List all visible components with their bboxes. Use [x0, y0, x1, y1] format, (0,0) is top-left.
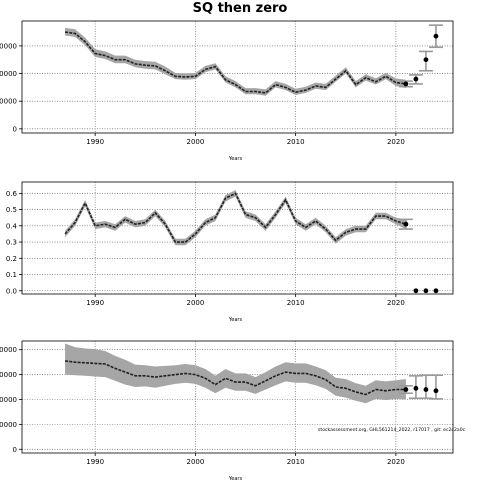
panel2-x-tick-label: 1990 [86, 299, 104, 307]
panel1-x-axis-label: Years [228, 156, 243, 162]
panel1-x-tick-label: 1990 [86, 138, 104, 146]
panel1-estimate-line [64, 31, 407, 94]
panel3-x-tick-label: 1990 [86, 458, 104, 466]
panel3-y-tick-label: 40000 [0, 396, 17, 404]
panel3-x-tick-label: 2000 [186, 458, 204, 466]
panel3-frame [21, 340, 454, 454]
panel2-y-tick-label: 0.3 [6, 239, 17, 247]
panel2-y-tick-label: 0.0 [6, 287, 17, 295]
panel3-y-tick-label: 80000 [0, 346, 17, 354]
panel2-y-tick-label: 0.4 [6, 222, 18, 230]
panel3-x-tick-label: 2020 [387, 458, 405, 466]
panel3-x-tick-label: 2010 [287, 458, 305, 466]
panel1-y-tick-label: 40000 [0, 70, 17, 78]
panel3-forecast-point [433, 388, 439, 394]
panel1-forecast-point [433, 33, 439, 39]
credit-text: stockassessment.org, GHL561214_2022, r17… [318, 427, 466, 433]
panel2-x-axis-label: Years [228, 317, 243, 323]
panel3-forecast-point [423, 387, 429, 392]
panel2-forecast-point [423, 288, 429, 294]
panel2-forecast-point [433, 288, 439, 294]
panel1-y-tick-label: 0 [13, 125, 17, 133]
panel2-x-tick-label: 2020 [387, 299, 405, 307]
panel2-estimate-line [64, 192, 407, 243]
panel1-confidence-band [65, 27, 406, 96]
panel2-y-tick-label: 0.5 [6, 206, 17, 214]
panel2-x-tick-label: 2000 [186, 299, 204, 307]
panel3-forecast-point [403, 387, 409, 392]
panel1-forecast-point [423, 57, 429, 63]
panel3-forecast-point [413, 385, 419, 391]
panel2-y-tick-label: 0.2 [6, 255, 17, 263]
panel2-confidence-band [65, 190, 406, 246]
panel2-x-tick-label: 2010 [287, 299, 305, 307]
panel1-frame [21, 20, 454, 134]
panel3-y-tick-label: 60000 [0, 371, 17, 379]
panel2-y-tick-label: 0.6 [6, 190, 18, 198]
panel1-forecast-point [403, 81, 409, 87]
panel2-forecast-point [403, 221, 409, 227]
panel3-estimate-line [64, 360, 406, 396]
panel2-group: 1990 2000 2010 2020 0.0 0.1 0.2 0.3 0.4 0.5 0.6 Yea… [6, 181, 454, 323]
figure-title: SQ then zero [193, 1, 288, 16]
panel2-y-tick-label: 0.1 [6, 271, 17, 279]
panel2-frame [21, 181, 454, 295]
panel3-x-axis-label: Years [228, 476, 243, 480]
panel3-confidence-band [65, 343, 406, 404]
panel1-x-tick-label: 2000 [186, 138, 204, 146]
panel2-forecast-point [413, 288, 419, 294]
panel1-x-tick-label: 2010 [287, 138, 305, 146]
panel3-y-tick-label: 0 [13, 446, 17, 454]
panel1-x-tick-label: 2020 [387, 138, 405, 146]
panel1-y-tick-label: 60000 [0, 42, 17, 50]
panel1-forecast-point [413, 76, 419, 82]
